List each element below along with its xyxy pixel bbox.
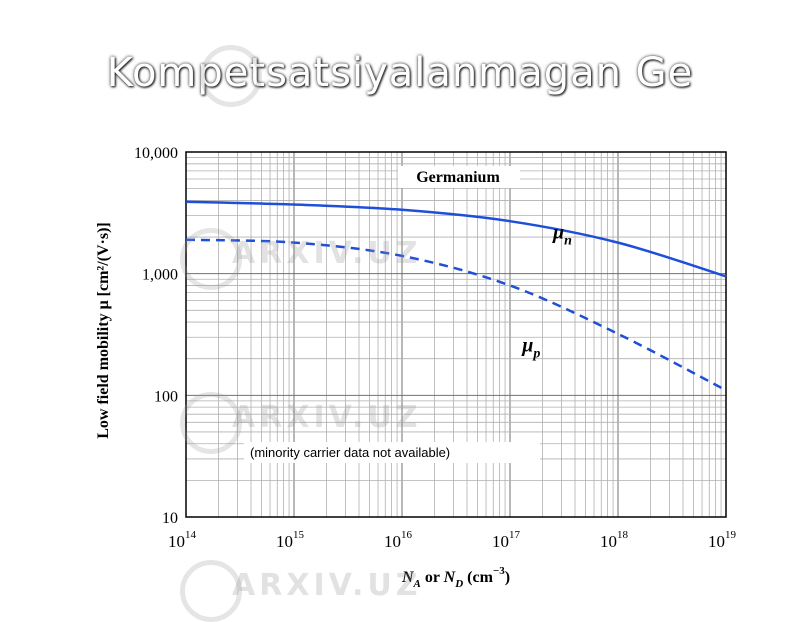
slide-title: Kompetsatsiyalanmagan Ge	[106, 50, 694, 96]
x-tick-label: 1017	[492, 529, 521, 551]
x-tick-label: 1016	[384, 529, 413, 551]
chart-title: Germanium	[416, 169, 500, 186]
minority-carrier-note: (minority carrier data not available)	[250, 445, 450, 460]
x-tick-label: 1019	[708, 529, 737, 551]
series-line-n	[185, 200, 727, 278]
series-label-mu-p: μp	[521, 334, 540, 361]
mobility-chart: 1014 1015 1016 1017 1018 1019 10 100 1,000 10,000…	[95, 145, 737, 590]
chart-title-background	[398, 166, 520, 188]
x-tick-label: 1015	[276, 529, 305, 551]
plot-frame	[185, 151, 727, 518]
y-tick-label: 1,000	[142, 267, 178, 284]
series-line-p	[185, 238, 727, 392]
y-tick-label: 10	[162, 510, 178, 527]
x-tick-label: 1018	[600, 529, 629, 551]
series-label-mu-n: μn	[552, 221, 572, 248]
x-axis-label: NA or ND (cm−3)	[401, 565, 510, 590]
x-tick-label: 1014	[168, 529, 197, 551]
y-axis-label: Low field mobility μ [cm²/(V·s)]	[95, 222, 112, 439]
tick-labels: 1014 1015 1016 1017 1018 1019 10 100 1,000 10,000	[134, 145, 737, 551]
y-tick-label: 100	[154, 388, 178, 405]
series-layer	[185, 200, 727, 392]
annotation-background	[244, 442, 540, 463]
y-tick-label: 10,000	[134, 145, 178, 162]
